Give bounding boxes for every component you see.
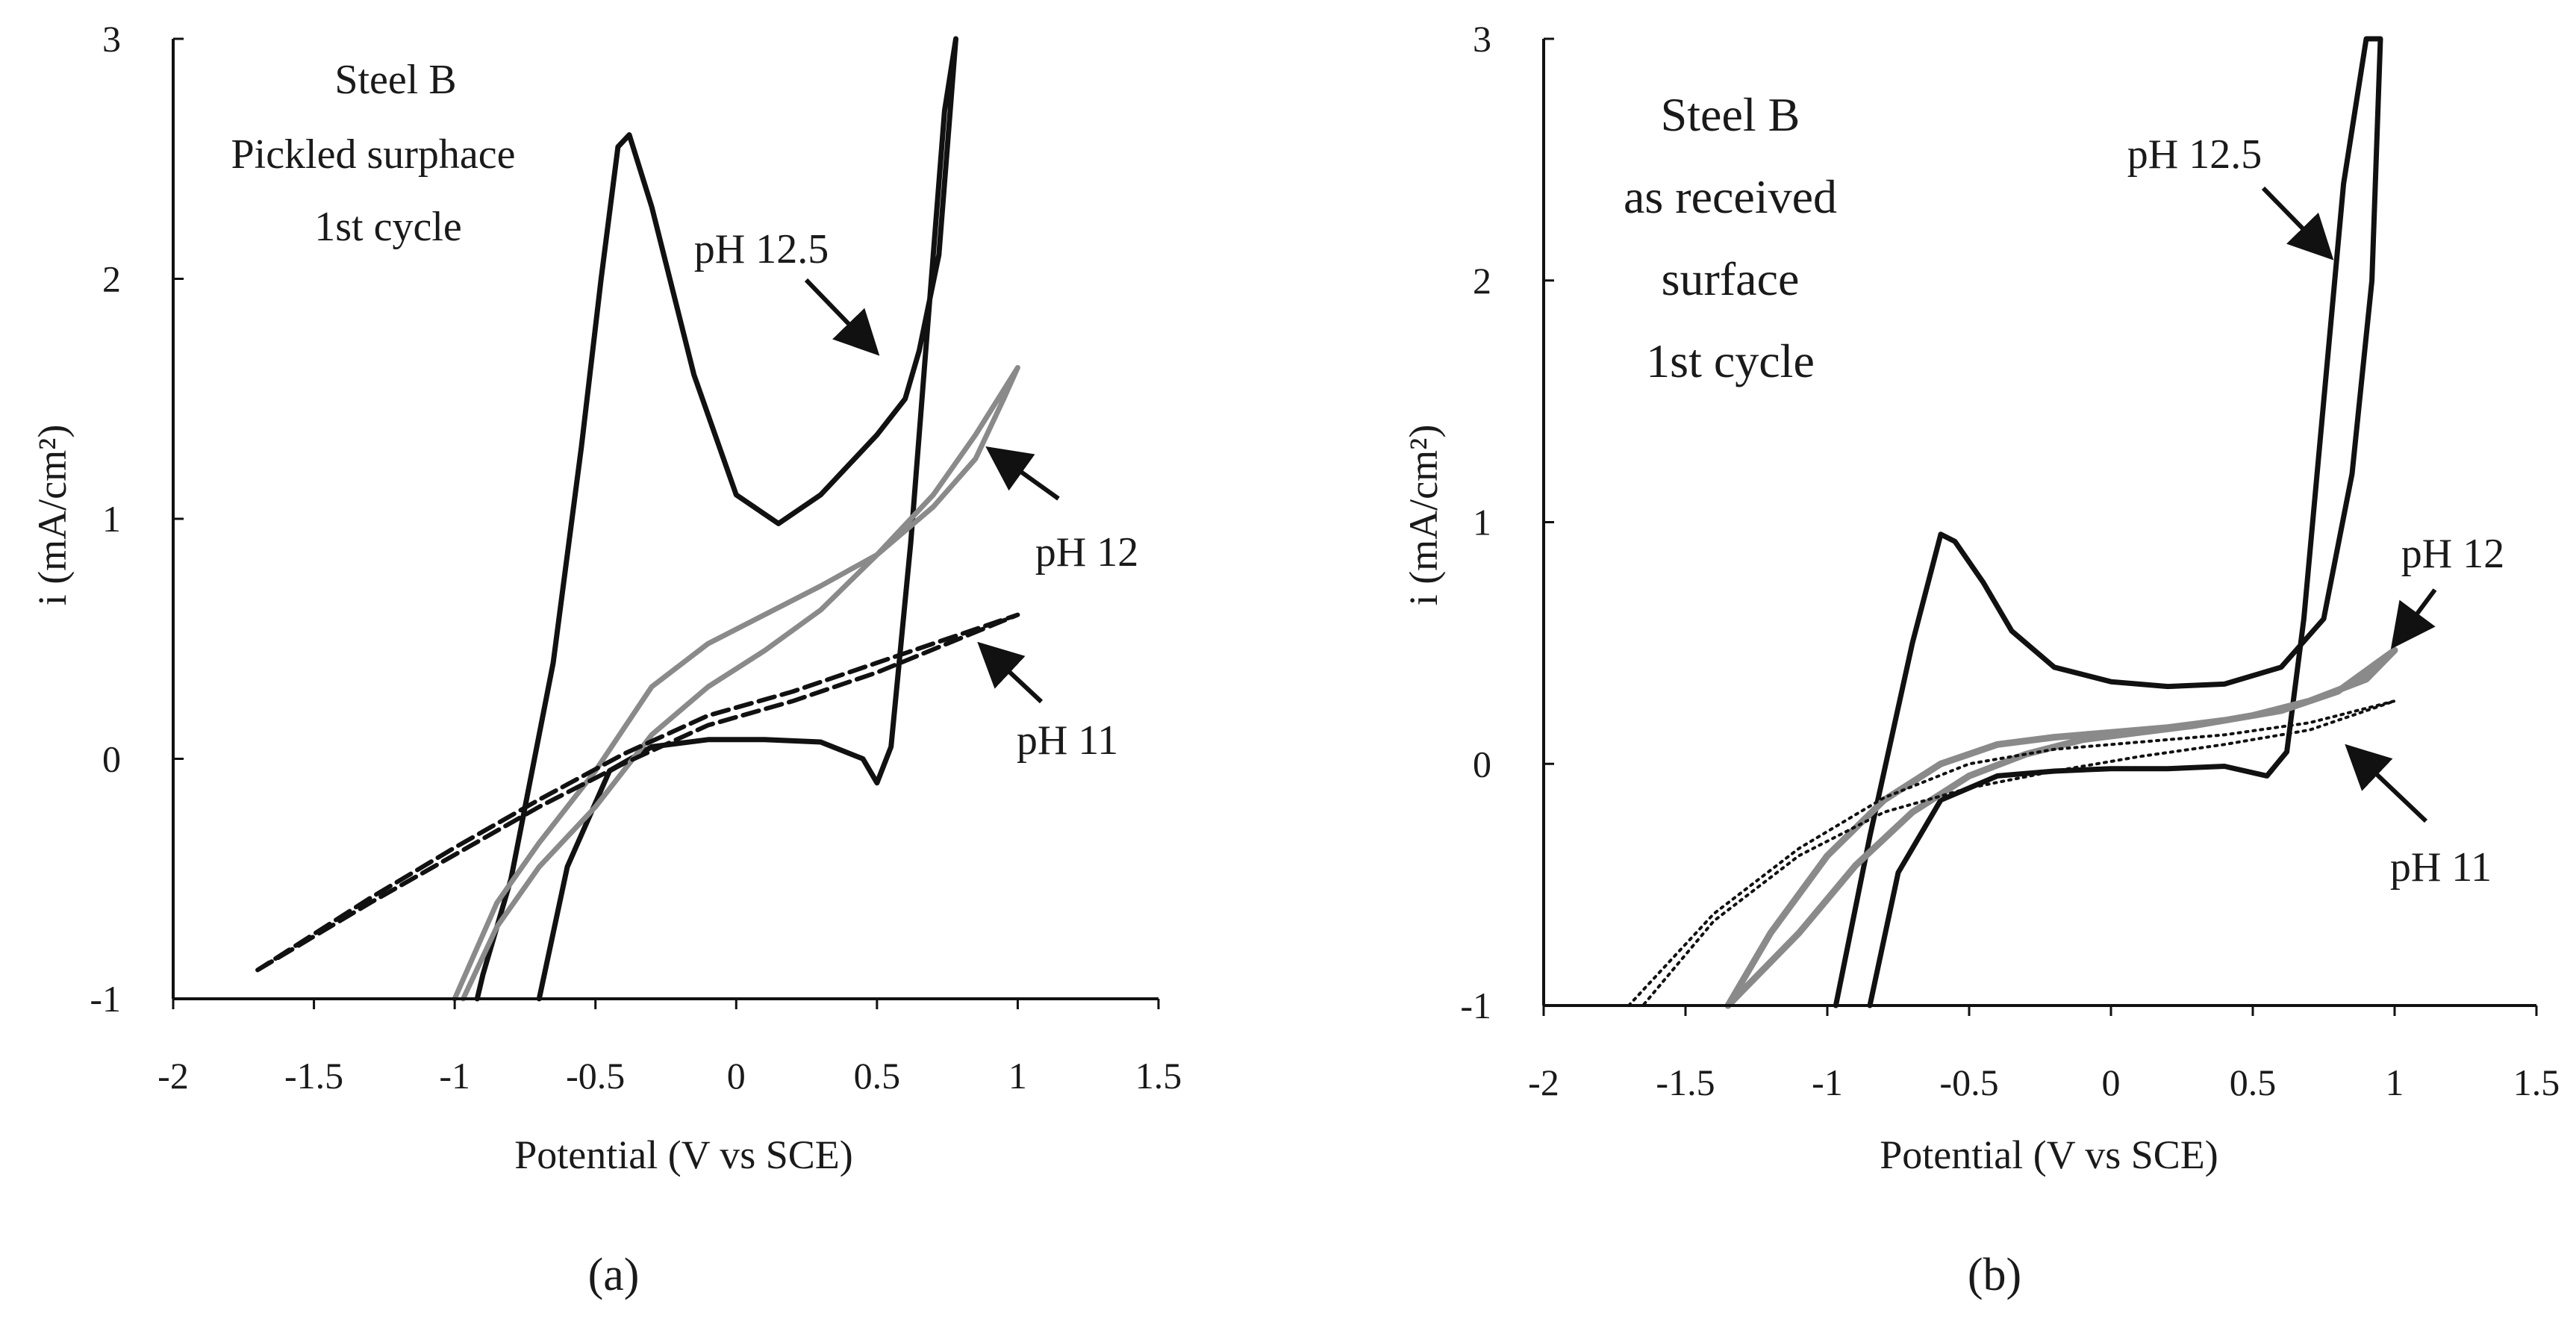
panel-b-note-line-4: 1st cycle — [1646, 334, 1815, 387]
panel-a-arrow-ph125 — [804, 278, 880, 356]
panel-b-note-line-3: surface — [1662, 252, 1800, 305]
panel-b-series-layer — [1627, 36, 2398, 1009]
panel-b-series-ph125 — [1833, 36, 2383, 1009]
panel-a-y-tick-label-2: 1 — [102, 498, 121, 540]
panel-a-label-ph125: pH 12.5 — [694, 226, 829, 272]
panel-b-arrow-ph12 — [2390, 588, 2437, 649]
panel-a-note-line-1: Steel B — [334, 57, 456, 103]
panel-a-x-tick-label-2: -1 — [439, 1055, 470, 1097]
panel-a-chart: -2 -1.5 -1 -0.5 0 0.5 1 1.5 -1 0 1 2 3 Potential (V… — [30, 18, 1182, 1300]
panel-b-x-tick-label-0: -2 — [1528, 1062, 1559, 1103]
panel-b-y-tick-label-3: 2 — [1473, 260, 1491, 302]
panel-a-y-tick-label-1: 0 — [102, 738, 121, 780]
panel-a-y-tick-label-4: 3 — [102, 18, 121, 60]
panel-b-label-ph11: pH 11 — [2390, 844, 2492, 891]
panel-b-y-tick-label-4: 3 — [1473, 18, 1491, 60]
panel-b-x-tick-label-5: 0.5 — [2230, 1062, 2277, 1103]
panel-a-x-tick-label-3: -0.5 — [566, 1055, 625, 1097]
panel-b-label-ph125: pH 12.5 — [2127, 131, 2262, 178]
panel-b-series-ph11 — [1627, 699, 2396, 1007]
panel-a-x-tick-label-6: 1 — [1008, 1055, 1027, 1097]
panel-a-x-tick-label-7: 1.5 — [1135, 1055, 1182, 1097]
panel-b-y-tick-label-1: 0 — [1473, 743, 1491, 785]
panel-b-x-ticks: -2 -1.5 -1 -0.5 0 0.5 1 1.5 — [1528, 1006, 2560, 1103]
panel-b-y-ticks: -1 0 1 2 3 — [1460, 18, 1554, 1026]
panel-b-x-axis-label: Potential (V vs SCE) — [1880, 1132, 2218, 1177]
panel-b-x-tick-label-1: -1.5 — [1656, 1062, 1715, 1103]
panel-b-arrow-ph11 — [2345, 744, 2428, 823]
panel-a-label-ph12: pH 12 — [1035, 529, 1138, 576]
panel-a-y-tick-label-3: 2 — [102, 258, 121, 300]
panel-a-note-line-3: 1st cycle — [314, 204, 461, 250]
panel-a-series-ph12 — [452, 365, 1020, 1002]
panel-a-arrow-ph12 — [985, 446, 1060, 501]
panel-b-y-axis-label: i (mA/cm²) — [1401, 425, 1446, 606]
panel-a-series-layer — [255, 36, 1020, 1002]
panel-a-x-tick-label-4: 0 — [727, 1055, 746, 1097]
panel-a-arrow-ph11 — [977, 641, 1044, 704]
panel-b-label: (b) — [1968, 1250, 2021, 1300]
panel-a-x-axis-label: Potential (V vs SCE) — [514, 1132, 853, 1177]
panel-a-series-ph11 — [255, 612, 1020, 973]
panel-b-chart: -2 -1.5 -1 -0.5 0 0.5 1 1.5 -1 0 1 2 3 Potential (V… — [1401, 18, 2560, 1300]
panel-a-x-tick-label-0: -2 — [158, 1055, 189, 1097]
panel-b-note-line-2: as received — [1624, 170, 1837, 223]
panel-a-y-axis-label: i (mA/cm²) — [30, 425, 75, 606]
panel-b-series-ph12 — [1724, 646, 2398, 1009]
panel-b-y-tick-label-0: -1 — [1460, 985, 1491, 1026]
panel-a-label: (a) — [588, 1250, 640, 1300]
panel-b-x-tick-label-4: 0 — [2102, 1062, 2121, 1103]
panel-b-x-tick-label-3: -0.5 — [1939, 1062, 1998, 1103]
panel-a-x-ticks: -2 -1.5 -1 -0.5 0 0.5 1 1.5 — [158, 999, 1182, 1097]
panel-b-x-tick-label-7: 1.5 — [2513, 1062, 2560, 1103]
panel-b-note-line-1: Steel B — [1661, 88, 1800, 141]
panel-a-x-tick-label-5: 0.5 — [854, 1055, 901, 1097]
panel-a-y-ticks: -1 0 1 2 3 — [90, 18, 184, 1020]
panel-a-y-tick-label-0: -1 — [90, 978, 121, 1020]
panel-a-series-ph125 — [474, 36, 958, 1002]
panel-b-x-tick-label-2: -1 — [1812, 1062, 1843, 1103]
panel-b-label-ph12: pH 12 — [2401, 531, 2504, 577]
panel-a-label-ph11: pH 11 — [1017, 717, 1118, 764]
panel-a-x-tick-label-1: -1.5 — [284, 1055, 343, 1097]
panel-b-x-tick-label-6: 1 — [2386, 1062, 2404, 1103]
panel-b-y-tick-label-2: 1 — [1473, 502, 1491, 543]
panel-b-arrow-ph125 — [2261, 186, 2334, 261]
panel-a-note-line-2: Pickled surphace — [231, 131, 516, 178]
